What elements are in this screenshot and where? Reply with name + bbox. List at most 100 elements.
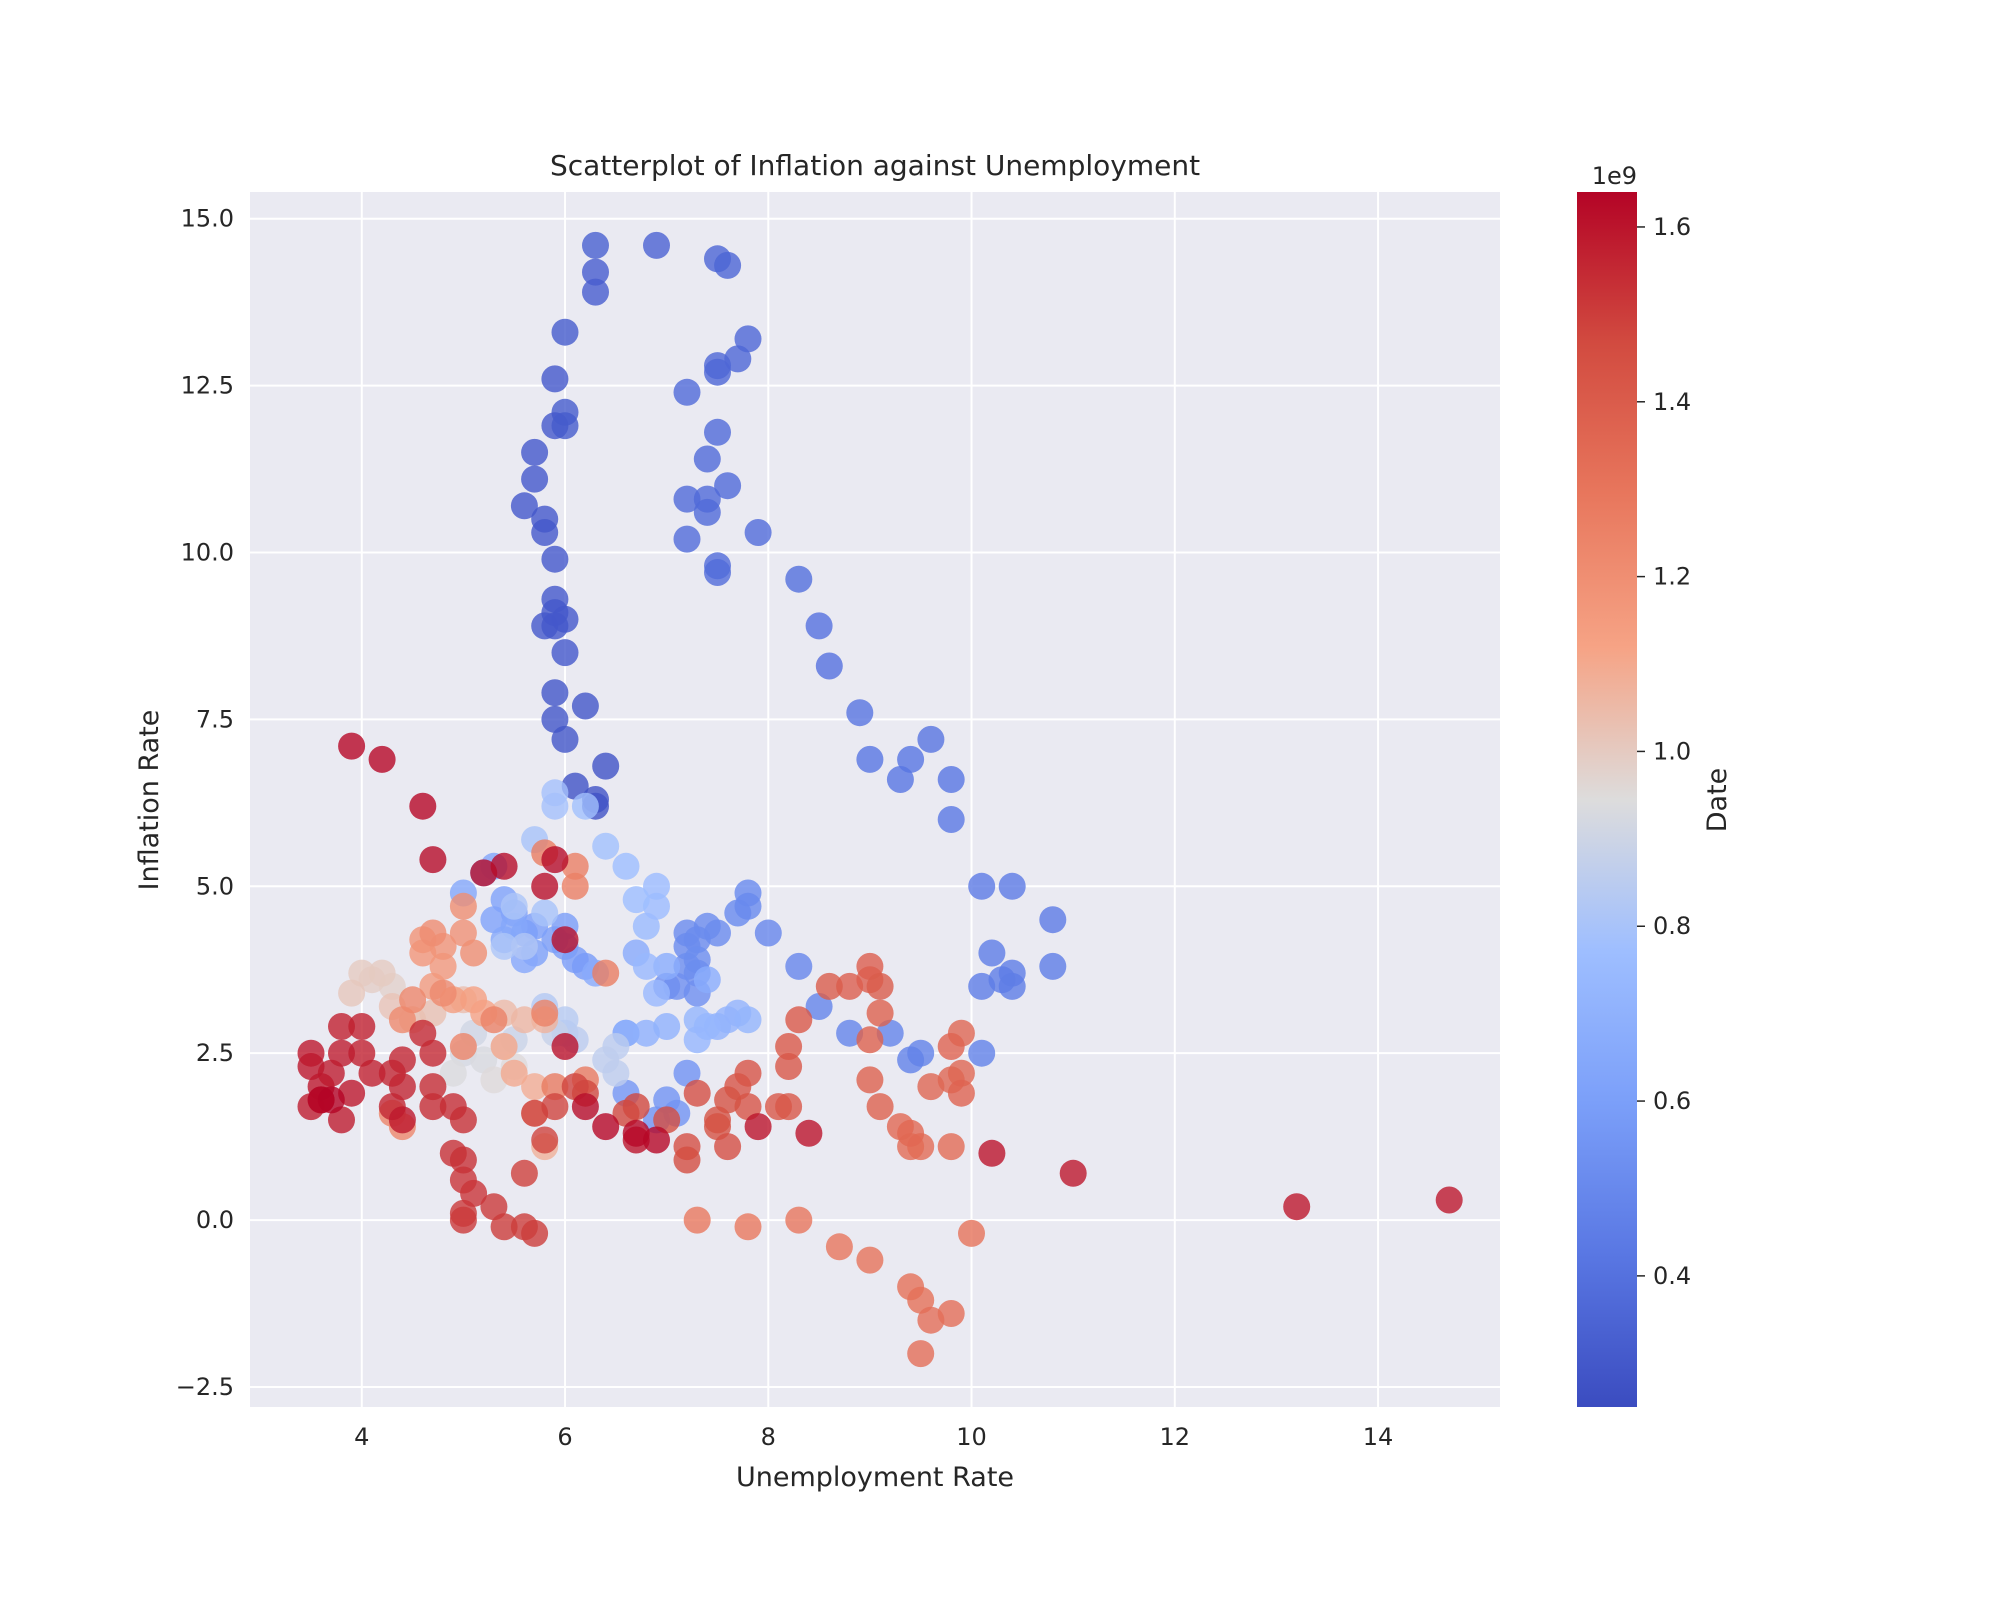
scatter-point — [561, 772, 589, 800]
scatter-point — [805, 612, 833, 640]
scatter-point — [561, 872, 589, 900]
scatter-point — [429, 979, 457, 1007]
x-tick-label: 14 — [1363, 1423, 1394, 1451]
scatter-point — [409, 792, 437, 820]
scatter-point — [460, 939, 488, 967]
scatter-point — [490, 932, 518, 960]
scatter-point — [886, 766, 914, 793]
scatter-point — [825, 1233, 853, 1261]
y-axis-ticks: −2.5 0.0 2.5 5.0 7.5 10.0 12.5 15.0 — [176, 205, 234, 1401]
scatter-point — [704, 418, 731, 446]
scatter-point — [531, 872, 559, 900]
scatter-point — [856, 1026, 884, 1054]
scatter-point — [541, 612, 569, 640]
scatter-point — [693, 498, 721, 526]
scatter-point — [815, 652, 843, 680]
scatter-point — [876, 1019, 904, 1047]
scatter-point — [368, 745, 396, 773]
scatter-point — [500, 1059, 528, 1087]
scatter-point — [917, 1073, 945, 1101]
scatter-point — [968, 972, 996, 1000]
scatter-point — [805, 993, 833, 1020]
scatter-point — [541, 846, 569, 874]
scatter-point — [541, 792, 569, 820]
scatter-point — [297, 1039, 325, 1067]
scatter-point — [886, 1113, 914, 1141]
scatter-point — [947, 1059, 975, 1087]
scatter-point — [348, 959, 376, 987]
scatter-point — [683, 1206, 711, 1234]
scatter-point — [531, 899, 559, 927]
scatter-point — [551, 639, 579, 667]
scatter-point — [734, 325, 762, 353]
scatter-point — [338, 1079, 366, 1107]
scatter-point — [1283, 1193, 1311, 1221]
scatter-point — [500, 912, 528, 940]
scatter-point — [937, 1033, 965, 1060]
scatter-point — [856, 952, 884, 980]
scatter-point — [582, 231, 609, 259]
scatter-point — [775, 1093, 803, 1121]
scatter-point — [328, 1106, 355, 1134]
scatter-point — [460, 986, 488, 1014]
scatter-point — [449, 919, 477, 947]
scatter-point — [561, 1073, 589, 1101]
scatter-point — [551, 725, 579, 753]
scatter-point — [541, 365, 569, 393]
scatter-point — [775, 1053, 803, 1080]
scatter-point — [968, 1039, 996, 1067]
colorbar-label: Date — [1702, 768, 1733, 833]
scatter-point — [643, 231, 670, 259]
x-tick-label: 10 — [956, 1423, 987, 1451]
colorbar-tick-label: 1.4 — [1653, 388, 1691, 416]
scatter-point — [856, 745, 884, 773]
scatter-point — [622, 1119, 650, 1147]
y-tick-label: 12.5 — [181, 372, 234, 400]
colorbar-ticks: 0.4 0.6 0.8 1.0 1.2 1.4 1.6 — [1637, 213, 1691, 1290]
scatter-point — [1039, 952, 1067, 980]
scatter-point — [937, 766, 965, 793]
scatter-point — [724, 345, 752, 373]
y-tick-label: 10.0 — [181, 538, 234, 566]
scatter-point — [897, 745, 925, 773]
scatter-point — [470, 1046, 498, 1074]
scatter-points — [297, 231, 1463, 1368]
scatter-point — [734, 1213, 762, 1241]
scatter-point — [419, 999, 447, 1027]
scatter-point — [490, 852, 518, 880]
scatter-point — [541, 1073, 569, 1101]
scatter-point — [348, 1039, 376, 1067]
scatter-point — [1435, 1186, 1463, 1214]
colorbar: 0.4 0.6 0.8 1.0 1.2 1.4 1.6 1e9 Date — [1577, 162, 1733, 1407]
scatter-point — [409, 1019, 437, 1047]
x-tick-label: 8 — [761, 1423, 776, 1451]
scatter-point — [714, 472, 742, 500]
scatter-point — [714, 251, 742, 279]
scatter-point — [510, 1006, 538, 1034]
scatter-point — [531, 999, 559, 1027]
scatter-point — [653, 952, 681, 980]
scatter-point — [348, 1013, 376, 1040]
scatter-point — [907, 1286, 935, 1314]
scatter-point — [632, 952, 660, 980]
scatter-point — [449, 1033, 477, 1060]
scatter-point — [693, 1013, 721, 1040]
scatter-point — [785, 1206, 813, 1234]
scatter-point — [551, 412, 579, 440]
scatter-point — [439, 1139, 467, 1167]
scatter-point — [744, 519, 772, 546]
scatter-point — [439, 1093, 467, 1121]
scatter-point — [419, 1039, 447, 1067]
scatter-point — [338, 732, 366, 760]
scatter-point — [480, 1006, 508, 1034]
scatter-point — [734, 1093, 762, 1121]
y-tick-label: 5.0 — [196, 872, 234, 900]
scatter-point — [612, 1099, 640, 1127]
scatter-point — [917, 725, 945, 753]
scatter-point — [785, 952, 813, 980]
scatter-point — [653, 1013, 681, 1040]
colorbar-tick-label: 1.0 — [1653, 737, 1691, 765]
scatter-point — [622, 886, 650, 914]
scatter-point — [388, 1006, 416, 1034]
